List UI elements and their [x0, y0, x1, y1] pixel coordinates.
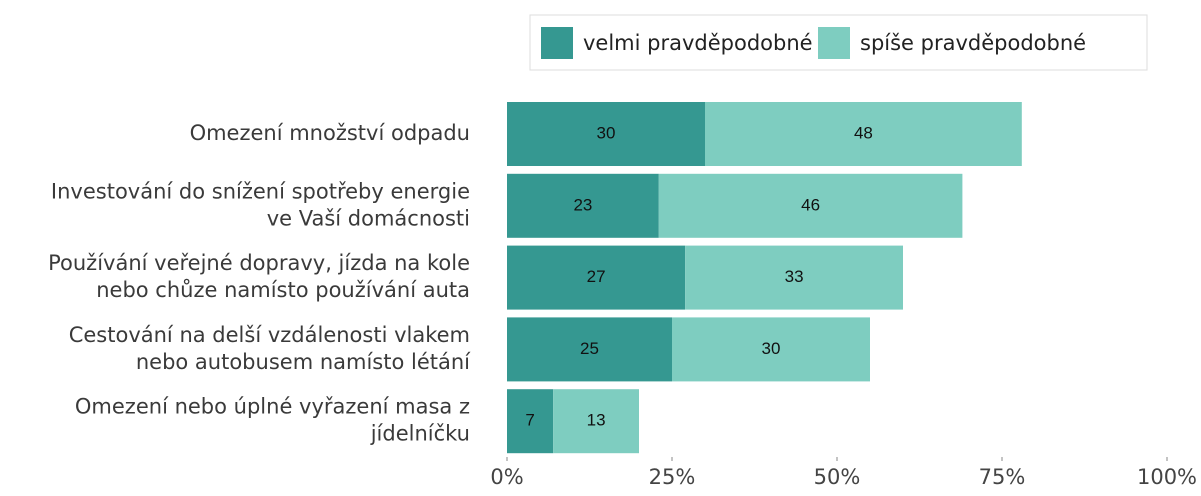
value-label: 33 [785, 267, 804, 286]
bar-segment [507, 317, 672, 382]
bar-segment [507, 102, 705, 166]
value-label: 27 [587, 267, 606, 286]
x-tick-label: 25% [649, 465, 696, 489]
value-label: 23 [573, 195, 592, 214]
value-label: 30 [762, 339, 781, 358]
bar-segment [507, 389, 554, 454]
legend-label: spíše pravděpodobné [860, 31, 1086, 55]
bar-segment [507, 173, 659, 238]
value-label: 13 [587, 411, 606, 430]
value-label: 48 [854, 123, 873, 142]
x-tick-label: 75% [979, 465, 1026, 489]
bar-segment [705, 102, 1022, 166]
x-tick-label: 0% [490, 465, 523, 489]
category-label: Omezení nebo úplné vyřazení masa z jídeln… [75, 395, 470, 446]
bar-segment [658, 173, 963, 238]
bar-segment [553, 389, 639, 454]
category-label: Používání veřejné dopravy, jízda na kole… [48, 251, 470, 302]
bar-segment [672, 317, 870, 382]
value-label: 46 [801, 195, 820, 214]
value-label: 7 [525, 411, 534, 430]
category-label: Omezení množství odpadu [190, 121, 470, 145]
x-tick-label: 100% [1137, 465, 1197, 489]
legend-swatch [818, 27, 850, 59]
value-label: 25 [580, 339, 599, 358]
category-label: Cestování na delší vzdálenosti vlakem neb… [69, 323, 471, 374]
legend-swatch [541, 27, 573, 59]
x-tick-label: 50% [814, 465, 861, 489]
bar-segment [685, 245, 903, 310]
bar-segment [507, 245, 686, 310]
category-label: Investování do snížení spotřeby energie v… [51, 179, 470, 230]
legend-label: velmi pravděpodobné [583, 31, 813, 55]
value-label: 30 [597, 123, 616, 142]
